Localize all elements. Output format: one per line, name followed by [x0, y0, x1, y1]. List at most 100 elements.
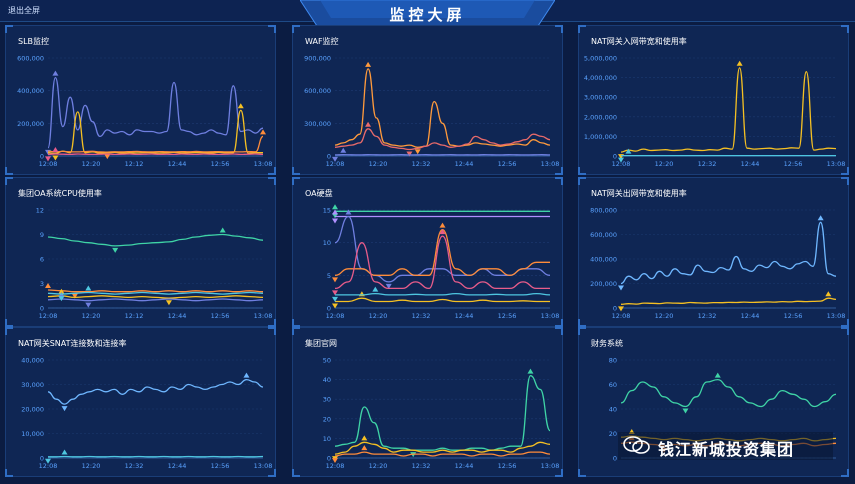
- x-tick-label: 12:32: [125, 462, 144, 470]
- x-tick-label: 12:12: [125, 160, 144, 168]
- line-chart[interactable]: 0 200,000 400,000 600,000 12:08 12:20 12:12 12:…: [6, 26, 277, 176]
- y-tick-label: 200,000: [17, 120, 44, 128]
- max-marker: [736, 60, 743, 66]
- y-tick-label: 50: [323, 357, 331, 365]
- panel-corner: [268, 469, 276, 477]
- panel-corner: [268, 167, 276, 175]
- min-marker: [332, 296, 338, 302]
- panel-corner: [578, 319, 586, 327]
- chart-title: 集团官网: [305, 339, 337, 348]
- series-line: [620, 67, 837, 153]
- line-chart[interactable]: 0 10,000 20,000 30,000 40,000 12:08 12:20 12:32…: [6, 328, 277, 478]
- chart-panel: NAT网关出网带宽和使用率 0 200,000 400,000 600,000 800,0…: [578, 177, 849, 327]
- y-tick-label: 0: [40, 305, 44, 313]
- panel-corner: [555, 167, 563, 175]
- wechat-icon: [623, 436, 650, 454]
- max-marker: [332, 204, 338, 210]
- panel-corner: [5, 327, 13, 335]
- chart-panel: SLB监控 0 200,000 400,000 600,000 12:08 12:20 12:…: [5, 25, 276, 175]
- panel-corner: [841, 469, 849, 477]
- y-tick-label: 80: [609, 357, 617, 365]
- min-marker: [406, 151, 413, 157]
- series-line: [47, 298, 264, 302]
- max-marker: [361, 445, 368, 451]
- panel-corner: [555, 177, 563, 185]
- panel-corner: [292, 469, 300, 477]
- chart-panel: OA硬盘 0 5 10 15 12:08 12:20 12:32 12:44 12:56 13:08: [292, 177, 563, 327]
- panel-corner: [555, 25, 563, 33]
- panel-corner: [578, 167, 586, 175]
- min-marker: [414, 149, 421, 155]
- y-tick-label: 600,000: [304, 87, 331, 95]
- x-tick-label: 12:44: [741, 312, 760, 320]
- line-chart[interactable]: 0 3 6 9 12 12:08 12:20 12:12 12:44 12:56 13:08: [6, 178, 277, 328]
- y-tick-label: 6: [40, 256, 44, 264]
- panel-corner: [292, 177, 300, 185]
- panel-corner: [5, 167, 13, 175]
- x-tick-label: 12:20: [369, 312, 388, 320]
- y-tick-label: 0: [613, 305, 617, 313]
- x-tick-label: 12:44: [168, 312, 187, 320]
- line-chart[interactable]: 0 5 10 15 12:08 12:20 12:32 12:44 12:56 13:08: [293, 178, 564, 328]
- x-tick-label: 12:44: [168, 462, 187, 470]
- series-line: [47, 76, 264, 149]
- line-chart[interactable]: 0 200,000 400,000 600,000 800,000 12:08 12:20 1…: [579, 178, 850, 328]
- x-tick-label: 12:08: [612, 160, 631, 168]
- y-tick-label: 600,000: [17, 55, 44, 63]
- line-chart[interactable]: 0 10 20 30 40 50 12:08 12:20 12:32 12:44 12:56 13:0…: [293, 328, 564, 478]
- max-marker: [332, 209, 338, 215]
- x-tick-label: 13:08: [827, 312, 846, 320]
- chart-title: NAT网关入网带宽和使用率: [591, 37, 687, 46]
- y-tick-label: 3: [40, 280, 44, 288]
- series-line: [334, 451, 551, 457]
- min-marker: [332, 458, 338, 464]
- y-tick-label: 0: [327, 153, 331, 161]
- x-tick-label: 12:20: [82, 462, 101, 470]
- panel-corner: [555, 319, 563, 327]
- exit-fullscreen-button[interactable]: 退出全屏: [8, 6, 40, 15]
- panel-corner: [578, 25, 586, 33]
- min-marker: [618, 306, 624, 312]
- panel-corner: [5, 319, 13, 327]
- y-tick-label: 800,000: [590, 207, 617, 215]
- min-marker: [618, 285, 624, 291]
- max-marker: [219, 227, 226, 233]
- x-tick-label: 13:08: [827, 160, 846, 168]
- y-tick-label: 40: [609, 406, 617, 414]
- max-marker: [45, 283, 51, 289]
- y-tick-label: 30: [323, 396, 331, 404]
- max-marker: [372, 286, 379, 292]
- panel-corner: [578, 327, 586, 335]
- y-tick-label: 10,000: [21, 430, 44, 438]
- panel-corner: [5, 25, 13, 33]
- min-marker: [61, 406, 68, 412]
- y-tick-label: 20: [323, 415, 331, 423]
- x-tick-label: 12:56: [211, 312, 230, 320]
- y-tick-label: 60: [609, 381, 617, 389]
- x-tick-label: 12:44: [168, 160, 187, 168]
- x-tick-label: 13:08: [254, 462, 273, 470]
- series-line: [47, 378, 264, 405]
- chart-panel: 集团官网 0 10 20 30 40 50 12:08 12:20 12:32 12:44 12:56…: [292, 327, 563, 477]
- x-tick-label: 12:20: [82, 312, 101, 320]
- series-line: [334, 375, 551, 451]
- min-marker: [332, 303, 338, 309]
- x-tick-label: 12:08: [39, 160, 58, 168]
- series-line: [334, 235, 550, 290]
- max-marker: [340, 147, 347, 153]
- y-tick-label: 0: [327, 455, 331, 463]
- series-line: [334, 68, 551, 148]
- min-marker: [385, 283, 392, 289]
- line-chart[interactable]: 0 300,000 600,000 900,000 12:08 12:20 12:32 12:…: [293, 26, 564, 176]
- min-marker: [332, 156, 338, 162]
- y-tick-label: 12: [36, 207, 44, 215]
- panel-corner: [268, 177, 276, 185]
- max-marker: [52, 147, 59, 153]
- max-marker: [52, 70, 59, 76]
- series-line: [47, 291, 264, 295]
- panel-corner: [292, 327, 300, 335]
- x-tick-label: 12:44: [455, 160, 474, 168]
- y-tick-label: 0: [613, 455, 617, 463]
- line-chart[interactable]: 0 1,000,000 2,000,000 3,000,000 4,000,000 5,0…: [579, 26, 850, 176]
- max-marker: [825, 291, 832, 297]
